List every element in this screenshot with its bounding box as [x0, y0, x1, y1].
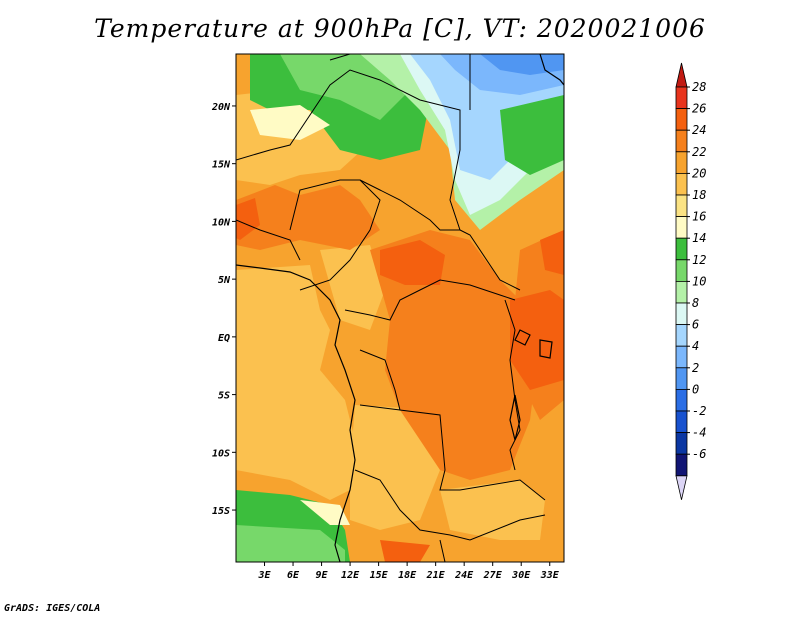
lake-outline [514, 329, 531, 346]
map-frame [235, 53, 565, 563]
zone-26-north [380, 240, 445, 285]
colorbar-label: 6 [692, 318, 699, 332]
colorbar-swatch [675, 388, 688, 412]
zone-20-southeast [440, 480, 545, 540]
lake-outline [509, 394, 521, 441]
y-tick-label: 10S [212, 448, 230, 459]
colorbar-swatch [675, 453, 688, 477]
colorbar-swatch [675, 172, 688, 196]
coastline-north [539, 54, 564, 86]
y-tick-label: 5N [218, 275, 231, 286]
colorbar-label: 14 [692, 231, 706, 245]
x-axis: 3E 6E 9E 12E 15E 18E 21E 24E 27E 30E 33E [257, 562, 560, 581]
colorbar-label: 28 [692, 80, 706, 94]
colorbar-swatch [675, 151, 688, 174]
colorbar-label: 24 [692, 123, 706, 137]
zone-26-west [236, 198, 260, 240]
zone-12-south [236, 525, 345, 562]
coastline [236, 54, 564, 562]
border-line [329, 54, 351, 61]
x-tick-label: 6E [287, 570, 300, 581]
y-tick-label: EQ [218, 333, 230, 344]
map-title: Temperature at 900hPa [C], VT: 202002100… [94, 14, 706, 43]
colorbar-bottom-triangle [675, 475, 688, 500]
border-line [359, 349, 546, 501]
colorbar-label: 18 [692, 188, 706, 202]
colorbar-label: 0 [692, 382, 699, 396]
zone-26-south [380, 540, 430, 562]
colorbar-swatch [675, 259, 688, 282]
zone-20-sahel [320, 245, 385, 330]
x-tick-label: 33E [540, 570, 560, 581]
colorbar-label: 16 [692, 210, 706, 224]
y-tick-label: 10N [212, 217, 231, 228]
x-tick-label: 21E [426, 570, 446, 581]
grads-credit: GrADS: IGES/COLA [4, 603, 101, 614]
colorbar-swatch [675, 280, 688, 304]
colorbar-swatch [675, 237, 688, 261]
colorbar-label: 10 [692, 274, 706, 288]
x-tick-label: 9E [316, 570, 329, 581]
border-line [354, 469, 546, 541]
colorbar-swatch [675, 345, 688, 369]
colorbar-label: -2 [692, 404, 706, 418]
border-line [289, 179, 381, 291]
colorbar-top-triangle [675, 62, 688, 88]
colorbar-label: 4 [692, 339, 699, 353]
colorbar-label: 8 [692, 296, 699, 310]
x-tick-label: 18E [398, 570, 417, 581]
x-tick-label: 12E [341, 570, 360, 581]
x-tick-label: 27E [483, 570, 503, 581]
colorbar-label: 26 [692, 102, 706, 116]
zone-16-north [250, 105, 330, 140]
country-borders [236, 54, 546, 562]
colorbar-label: 20 [692, 166, 706, 180]
colorbar-swatch [675, 410, 688, 434]
zone-26-northeast [540, 230, 564, 275]
colorbar-swatch [675, 108, 688, 131]
y-axis: 20N 15N 10N 5N EQ 5S 10S 15S [211, 102, 236, 517]
zone-2-north [480, 54, 564, 75]
colorbar-swatch [675, 194, 688, 218]
x-tick-label: 30E [511, 570, 531, 581]
coastline-west [236, 264, 356, 562]
zone-26-lakes [510, 290, 564, 390]
colorbar-label: 2 [692, 361, 699, 375]
lake-outline [539, 339, 553, 359]
zone-12-north [280, 54, 410, 120]
colorbar-swatch [675, 432, 688, 455]
y-tick-label: 20N [211, 102, 231, 113]
zone-16-south [300, 500, 350, 525]
y-tick-label: 15N [212, 160, 231, 171]
x-tick-label: 24E [454, 570, 474, 581]
colorbar-swatch [675, 86, 688, 110]
border-line [439, 539, 446, 562]
border-line [359, 404, 401, 411]
x-tick-label: 3E [257, 570, 271, 581]
x-tick-label: 15E [370, 570, 389, 581]
colorbar-swatch [675, 129, 688, 153]
border-line [236, 219, 301, 261]
colorbar-swatch [675, 367, 688, 390]
zone-24-central [370, 230, 540, 480]
border-line [359, 179, 460, 231]
colorbar-label: -4 [692, 426, 706, 440]
colorbar-swatch [675, 324, 688, 347]
border-line [504, 299, 521, 471]
y-tick-label: 15S [212, 506, 230, 517]
temperature-field [236, 54, 564, 562]
colorbar-label: 12 [692, 253, 706, 267]
zone-14-east [500, 95, 564, 175]
colorbar-label: -6 [692, 447, 706, 461]
y-tick-label: 5S [218, 391, 230, 402]
zone-20-coast [236, 265, 355, 500]
border-line [236, 69, 521, 291]
colorbar-swatch [675, 216, 688, 239]
border-line [344, 279, 516, 321]
colorbar-swatch [675, 302, 688, 326]
colorbar-label: 22 [692, 145, 706, 159]
